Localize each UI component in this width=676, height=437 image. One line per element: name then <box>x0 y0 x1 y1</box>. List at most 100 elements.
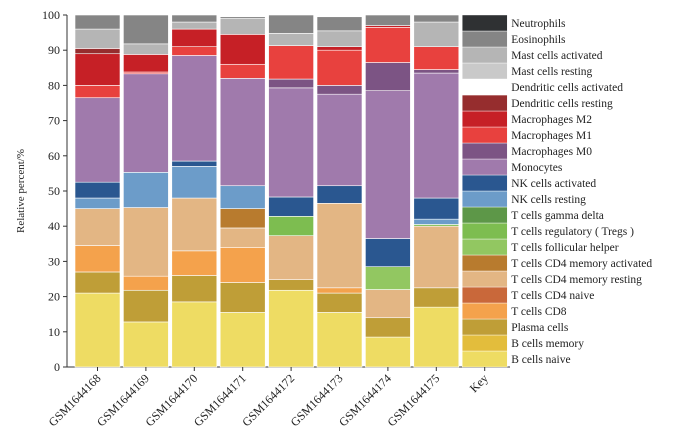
bar-segment <box>123 207 169 277</box>
bar-segment <box>171 46 218 56</box>
bar-segment <box>365 266 411 290</box>
legend-label: T cells CD4 memory resting <box>511 274 642 286</box>
bar-segment <box>316 49 363 86</box>
bar-segment <box>74 181 121 199</box>
bar-segment <box>74 197 121 209</box>
bar-segment <box>316 312 363 368</box>
bar-segment <box>219 282 266 313</box>
bar-segment <box>171 21 218 30</box>
key-swatch <box>462 14 508 32</box>
legend-label: NK cells activated <box>511 178 596 190</box>
bar-segment <box>268 78 314 89</box>
bar-segment <box>365 289 411 319</box>
key-swatch <box>462 334 508 352</box>
y-tick-label: 20 <box>48 290 60 304</box>
bar-segment <box>413 69 460 74</box>
bar-segment <box>74 85 121 99</box>
key-swatch <box>462 254 508 272</box>
bar-segment <box>123 321 169 368</box>
legend-label: Dendritic cells activated <box>511 82 623 94</box>
key-swatch <box>462 286 508 304</box>
bar-segment <box>123 289 169 323</box>
bar-segment <box>268 289 314 368</box>
bar-segment <box>316 185 363 204</box>
bar-segment <box>219 16 266 19</box>
y-tick-label: 40 <box>48 219 60 233</box>
legend-label: NK cells resting <box>511 194 586 206</box>
key-swatch <box>462 302 508 320</box>
key-swatch <box>462 238 508 256</box>
key-swatch <box>462 30 508 48</box>
bar-segment <box>171 14 218 23</box>
y-axis-label: Relative percent/% <box>15 149 27 233</box>
bar-segment <box>171 166 218 199</box>
bar-segment <box>365 238 411 267</box>
legend: B cells naive B cells memory Plasma cells T… <box>511 18 652 366</box>
bar-segment <box>268 14 314 34</box>
bar-segment <box>74 245 121 273</box>
bar-segment <box>219 185 266 209</box>
bar-segment <box>171 28 218 47</box>
x-tick-label: Key <box>467 371 491 395</box>
bar-segment <box>74 14 121 30</box>
key-swatch <box>462 62 508 80</box>
key-swatch <box>462 126 508 144</box>
key-swatch <box>462 318 508 336</box>
bars <box>74 14 460 368</box>
bar-segment <box>413 225 460 289</box>
x-tick-labels: GSM1644168GSM1644169GSM1644170GSM1644171… <box>46 367 491 429</box>
legend-label: Eosinophils <box>511 34 566 46</box>
bar-segment <box>219 312 266 368</box>
bar-segment <box>316 16 363 32</box>
key-swatch <box>462 142 508 160</box>
bar-segment <box>268 235 314 281</box>
bar-segment <box>171 275 218 303</box>
bar-segment <box>365 14 411 26</box>
legend-key-column <box>462 14 508 368</box>
y-tick-label: 80 <box>48 78 60 92</box>
bar-segment <box>74 53 121 86</box>
legend-label: T cells CD8 <box>511 306 567 318</box>
x-tick-label: GSM1644175 <box>384 371 442 429</box>
legend-label: Neutrophils <box>511 18 566 30</box>
bar-segment <box>171 160 218 167</box>
bar-segment <box>123 172 169 208</box>
bar-segment <box>219 247 266 283</box>
bar-segment <box>74 97 121 183</box>
key-swatch <box>462 94 508 112</box>
bar-segment <box>316 93 363 187</box>
legend-label: T cells CD4 memory activated <box>511 258 652 270</box>
legend-label: T cells CD4 naive <box>511 290 594 302</box>
bar-segment <box>413 218 460 225</box>
bar-segment <box>268 33 314 46</box>
y-tick-label: 70 <box>48 114 60 128</box>
bar-segment <box>365 62 411 91</box>
axes: 0 10 20 30 40 50 60 70 80 90 100 <box>42 8 510 374</box>
legend-label: Macrophages M2 <box>511 114 592 126</box>
bar-segment <box>316 85 363 95</box>
legend-label: Mast cells resting <box>511 66 592 78</box>
y-tick-label: 100 <box>42 8 60 22</box>
bar-segment <box>413 72 460 199</box>
bar-segment <box>219 227 266 248</box>
bar-segment <box>123 275 169 291</box>
bar-segment <box>74 292 121 368</box>
legend-label: T cells regulatory ( Tregs ) <box>511 226 634 238</box>
key-swatch <box>462 174 508 192</box>
bar-segment <box>316 46 363 51</box>
bar-segment <box>171 301 218 368</box>
bar-segment <box>316 287 363 294</box>
bar-segment <box>123 54 169 73</box>
bar-segment <box>413 46 460 70</box>
legend-label: Macrophages M0 <box>511 146 592 158</box>
bar-segment <box>316 203 363 289</box>
bar-segment <box>365 317 411 338</box>
bar-segment <box>123 14 169 45</box>
bar-segment <box>365 336 411 368</box>
key-swatch <box>462 206 508 224</box>
bar-segment <box>268 216 314 237</box>
bar-segment <box>74 208 121 246</box>
bar-segment <box>171 250 218 276</box>
bar-segment <box>316 292 363 313</box>
